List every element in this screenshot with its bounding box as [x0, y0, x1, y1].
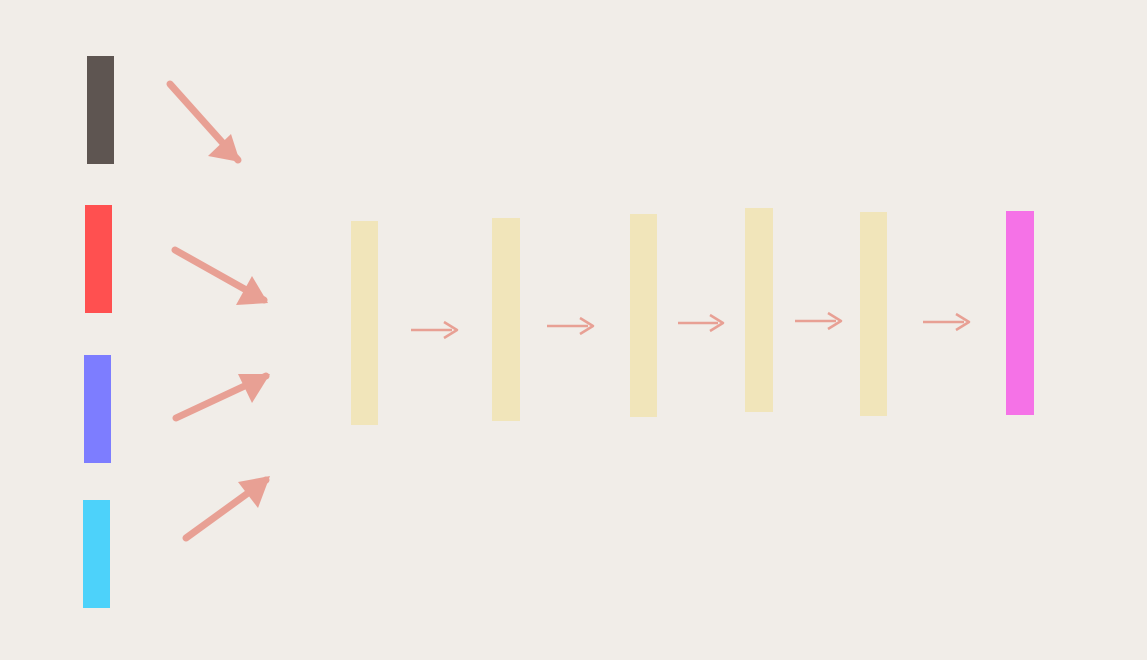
layer-arrow-4: [795, 311, 843, 331]
input-bar-4: [83, 500, 110, 608]
layer-arrow-1: [411, 320, 459, 340]
converging-arrow-1: [166, 80, 242, 164]
layer-arrow-5: [923, 312, 971, 332]
hidden-layer-bar-1: [351, 221, 378, 425]
hidden-layer-bar-5: [860, 212, 887, 416]
converging-arrow-3: [172, 372, 270, 422]
converging-arrow-2: [171, 246, 268, 305]
hidden-layer-bar-4: [745, 208, 773, 412]
input-bar-2: [85, 205, 112, 313]
converging-arrow-4: [182, 476, 270, 542]
input-bar-1: [87, 56, 114, 164]
layer-arrow-2: [547, 316, 595, 336]
layer-arrow-3: [678, 313, 725, 333]
hidden-layer-bar-3: [630, 214, 657, 417]
output-bar: [1006, 211, 1034, 415]
hidden-layer-bar-2: [492, 218, 520, 421]
input-bar-3: [84, 355, 111, 463]
